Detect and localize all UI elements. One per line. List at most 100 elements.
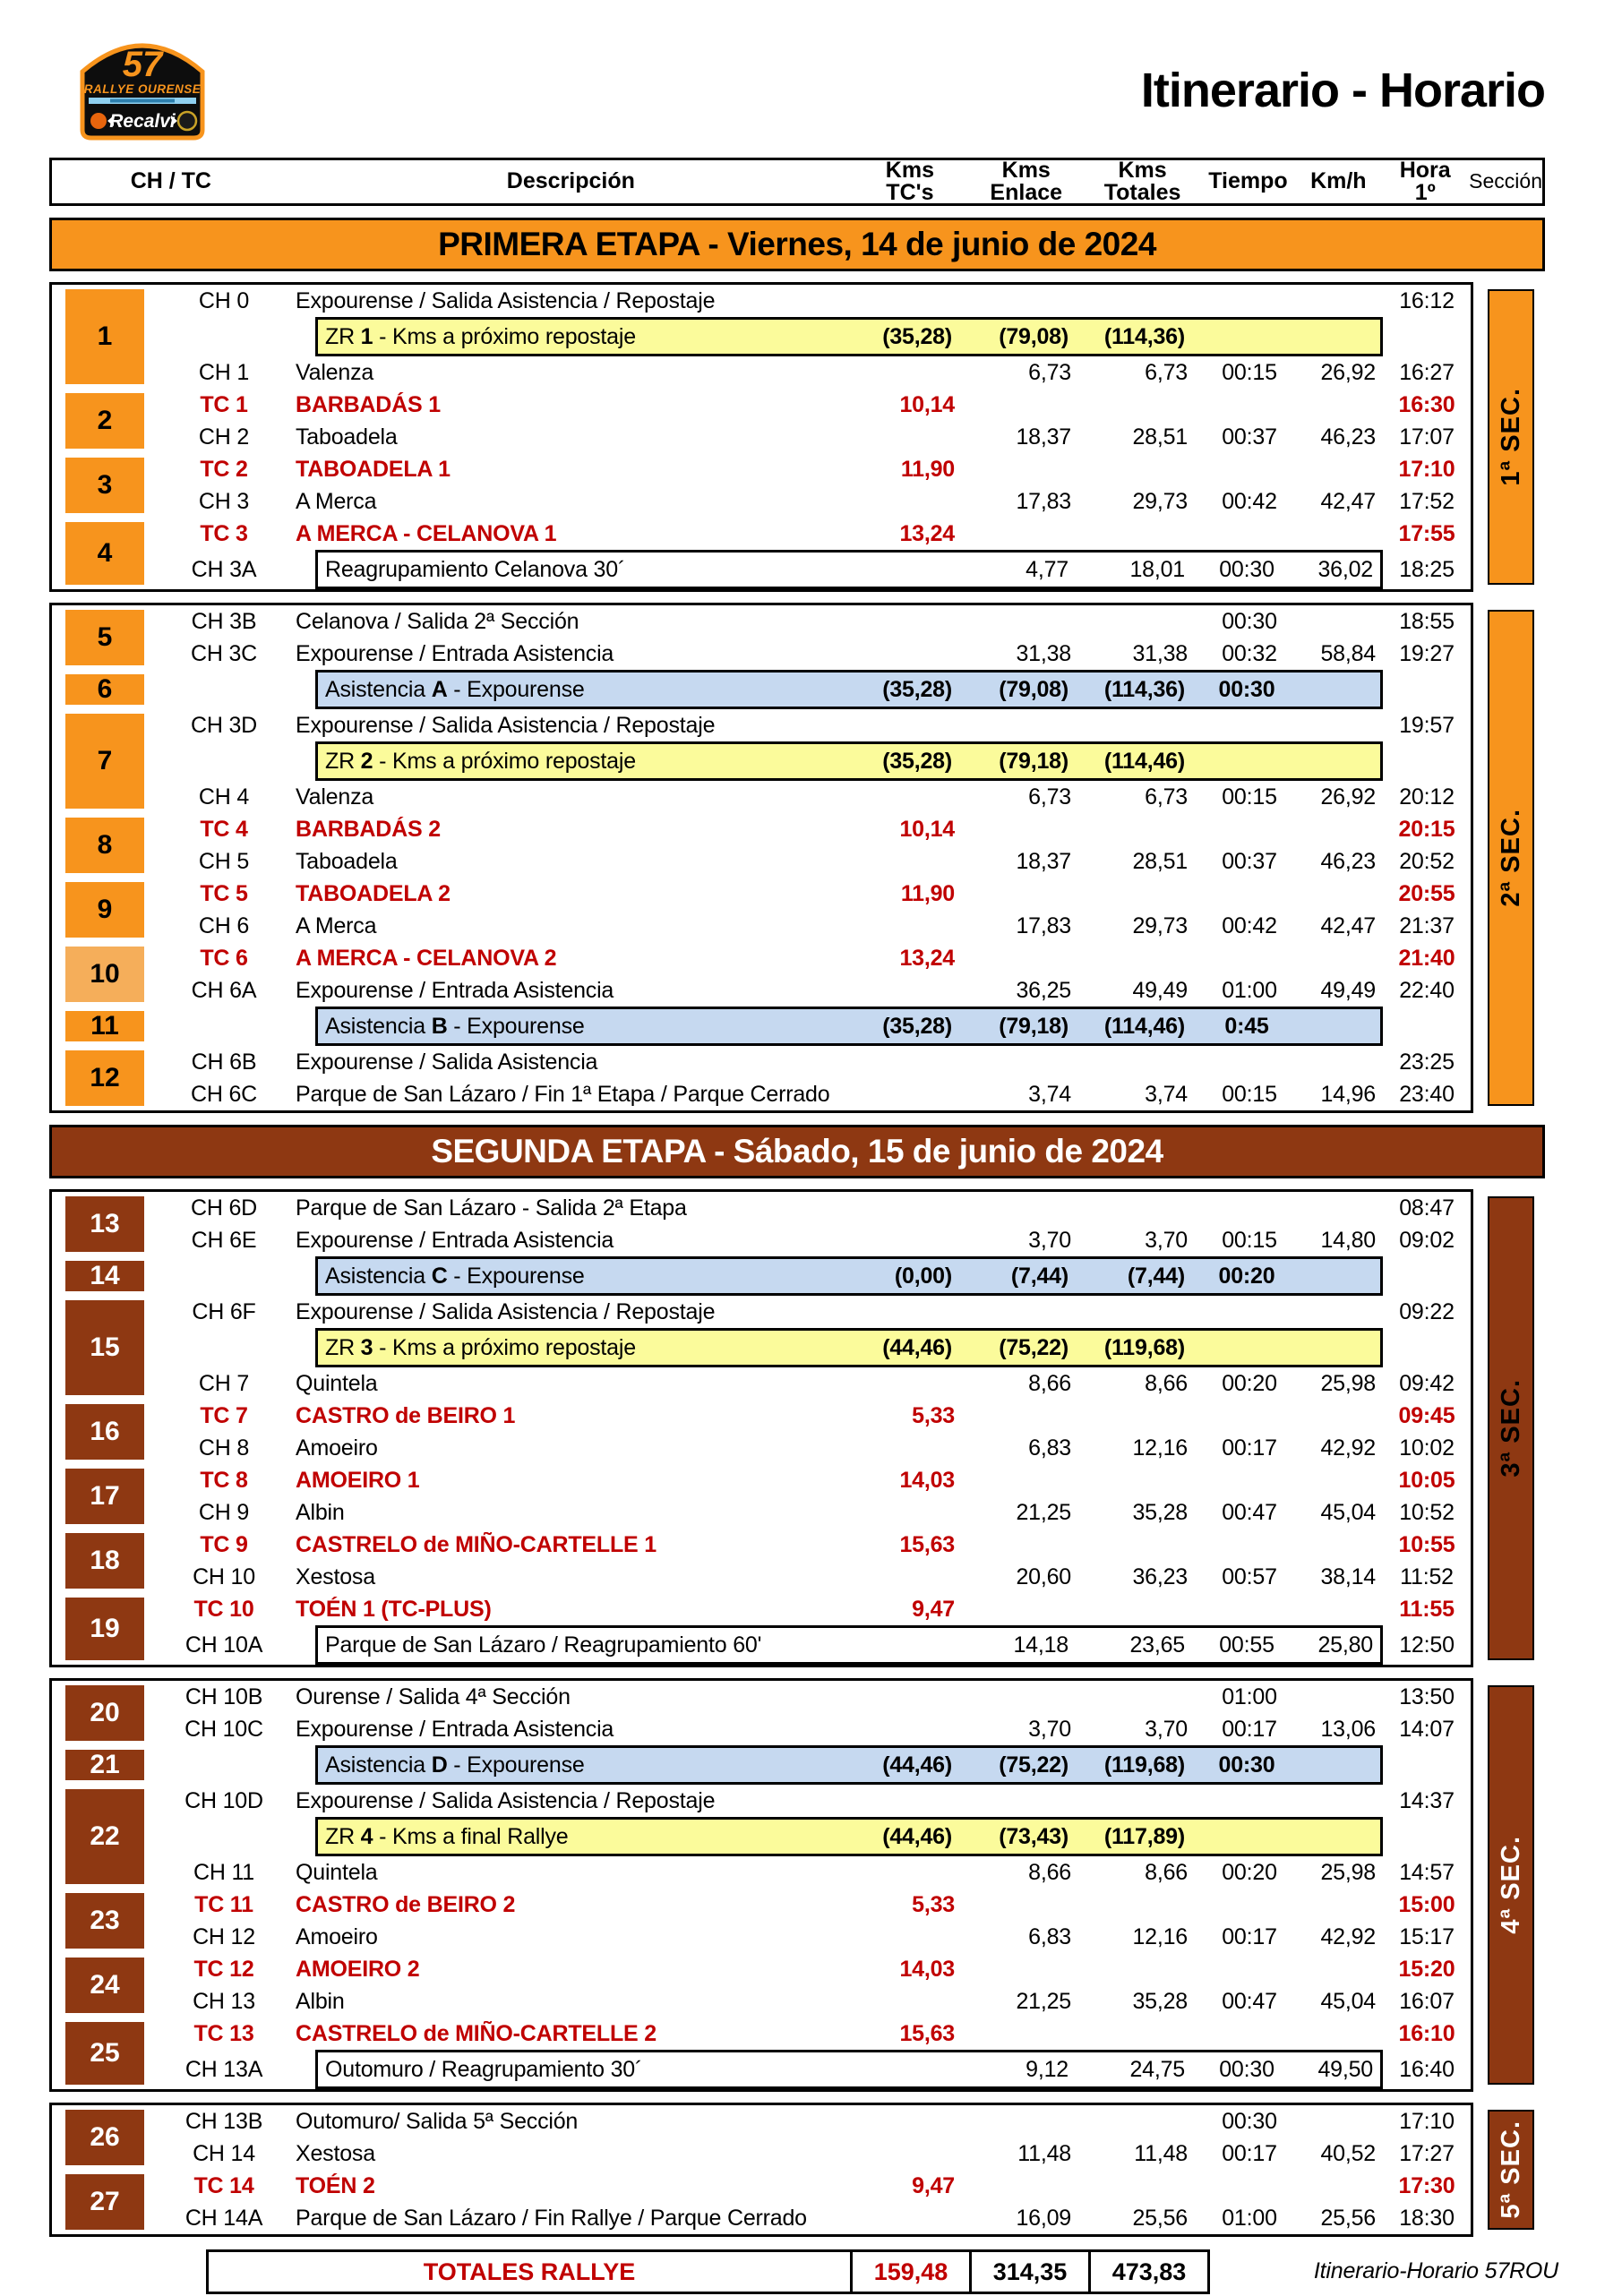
group-badge-1: 1 — [65, 289, 144, 384]
row-zr: ZR 4 - Kms a final Rallye (44,46) (73,43) (… — [158, 1817, 1471, 1856]
row-ch-6d: CH 6D Parque de San Lázaro - Salida 2ª Et… — [158, 1192, 1471, 1224]
reag-box: Parque de San Lázaro / Reagrupamiento 60… — [315, 1625, 1383, 1665]
cell-kms-tc: 14,03 — [899, 1467, 955, 1493]
row-group-11: 11 Asistencia B - Expourense (35,28) (79,18… — [52, 1007, 1471, 1046]
row-group-8: 8 TC 4 BARBADÁS 2 10,14 20:15 CH 5 Taboadela 18… — [52, 813, 1471, 878]
row-tc-11: TC 11 CASTRO de BEIRO 2 5,33 15:00 — [158, 1889, 1471, 1921]
cell-kmh: 26,92 — [1320, 359, 1376, 385]
description-text: ZR — [325, 748, 361, 774]
cell-kms-totales: 11,48 — [1134, 2140, 1188, 2166]
cell-tiempo: 0:45 — [1224, 1013, 1269, 1039]
cell-kms-tc: 5,33 — [912, 1402, 955, 1428]
badge-column: 22 — [52, 1785, 158, 1889]
cell-kms-enlace: 4,77 — [1026, 556, 1068, 582]
badge-column: 23 — [52, 1889, 158, 1953]
col-hora-1: Hora 1º — [1399, 157, 1451, 205]
row-description: Valenza — [296, 784, 374, 810]
cell-kms-tc: 5,33 — [912, 1891, 955, 1917]
section-label: 3ª SEC. — [1496, 1379, 1525, 1478]
cell-kms-totales: 49,49 — [1132, 977, 1188, 1003]
row-description: ZR 4 - Kms a final Rallye — [318, 1824, 850, 1850]
row-description: Expourense / Entrada Asistencia — [296, 1227, 614, 1253]
col-kms-totales: Kms Totales — [1103, 157, 1181, 205]
row-code: CH 3D — [190, 712, 257, 738]
row-description: CASTRO de BEIRO 2 — [296, 1891, 516, 1917]
cell-hora: 17:27 — [1399, 2140, 1455, 2166]
cell-kms-totales: (114,36) — [1103, 676, 1185, 702]
cell-kms-totales: 35,28 — [1132, 1499, 1188, 1525]
group-badge-2: 2 — [65, 393, 144, 449]
group-rows: TC 4 BARBADÁS 2 10,14 20:15 CH 5 Taboadela 18,… — [158, 813, 1471, 878]
row-code: CH 4 — [198, 784, 250, 810]
logo-sponsor: Recalvi — [109, 111, 176, 132]
cell-hora: 14:37 — [1399, 1787, 1455, 1813]
row-group-19: 19 TC 10 TOÉN 1 (TC-PLUS) 9,47 11:55 CH 10A Pa… — [52, 1593, 1471, 1665]
stage-header: PRIMERA ETAPA - Viernes, 14 de junio de … — [49, 218, 1545, 271]
cell-kms-totales: 3,70 — [1145, 1716, 1188, 1742]
cell-kms-totales: 28,51 — [1132, 848, 1188, 874]
cell-hora: 20:12 — [1399, 784, 1455, 810]
row-zr: ZR 3 - Kms a próximo repostaje (44,46) (75… — [158, 1328, 1471, 1367]
cell-kms-tc: (0,00) — [894, 1263, 952, 1289]
cell-hora: 10:52 — [1399, 1499, 1455, 1525]
description-text: - Expourense — [447, 1263, 585, 1289]
logo-sponsor-left-chevron — [107, 116, 114, 126]
row-group-21: 21 Asistencia D - Expourense (44,46) (75,22… — [52, 1745, 1471, 1785]
row-group-6: 6 Asistencia A - Expourense (35,28) (79,08)… — [52, 670, 1471, 709]
row-tc-4: TC 4 BARBADÁS 2 10,14 20:15 — [158, 813, 1471, 845]
cell-kms-totales: 12,16 — [1132, 1435, 1188, 1461]
cell-tiempo: 00:15 — [1222, 359, 1277, 385]
section-label: 1ª SEC. — [1496, 388, 1525, 486]
row-description: ZR 3 - Kms a próximo repostaje — [318, 1335, 850, 1361]
rally-plate-logo: 57 RALLYE OURENSE Recalvi — [74, 34, 210, 148]
group-badge-13: 13 — [65, 1196, 144, 1252]
cell-hora: 11:55 — [1399, 1596, 1455, 1622]
row-description: Valenza — [296, 359, 374, 385]
row-ch-3b: CH 3B Celanova / Salida 2ª Sección 00:30 18… — [158, 605, 1471, 638]
row-code: CH 12 — [193, 1923, 255, 1949]
cell-kms-tc: 9,47 — [912, 2172, 955, 2198]
row-tc-9: TC 9 CASTRELO de MIÑO-CARTELLE 1 15,63 10:5… — [158, 1529, 1471, 1561]
row-code: TC 14 — [193, 2172, 254, 2198]
row-description: Expourense / Entrada Asistencia — [296, 1716, 614, 1742]
row-description: Asistencia A - Expourense — [318, 677, 850, 703]
cell-kms-totales: 3,74 — [1145, 1081, 1188, 1107]
group-badge-22: 22 — [65, 1789, 144, 1884]
row-code: CH 10C — [185, 1716, 263, 1742]
cell-tiempo: 00:15 — [1222, 784, 1277, 810]
group-badge-7: 7 — [65, 714, 144, 809]
zr-box: ZR 4 - Kms a final Rallye (44,46) (73,43) (… — [315, 1817, 1383, 1856]
cell-kms-tc: 9,47 — [912, 1596, 955, 1622]
row-group-16: 16 TC 7 CASTRO de BEIRO 1 5,33 09:45 CH 8 Amoe… — [52, 1400, 1471, 1464]
row-description: Expourense / Entrada Asistencia — [296, 977, 614, 1003]
cell-tiempo: 01:00 — [1222, 2205, 1277, 2231]
cell-kms-totales: 25,56 — [1132, 2205, 1188, 2231]
row-description: Amoeiro — [296, 1923, 378, 1949]
row-description: Parque de San Lázaro - Salida 2ª Etapa — [296, 1195, 687, 1221]
cell-hora: 17:30 — [1398, 2172, 1455, 2198]
cell-kmh: 45,04 — [1320, 1988, 1376, 2014]
cell-kmh: 49,49 — [1320, 977, 1376, 1003]
row-ch-7: CH 7 Quintela 8,66 8,66 00:20 25,98 09:42 — [158, 1367, 1471, 1400]
row-description: CASTRELO de MIÑO-CARTELLE 2 — [296, 2020, 657, 2046]
row-description: A Merca — [296, 488, 377, 514]
logo-name: RALLYE OURENSE — [84, 82, 202, 96]
group-rows: TC 14 TOÉN 2 9,47 17:30 CH 14A Parque de San … — [158, 2170, 1471, 2234]
group-badge-24: 24 — [65, 1958, 144, 2013]
row-reag-ch-10a: CH 10A Parque de San Lázaro / Reagrupamie… — [158, 1625, 1471, 1665]
cell-hora: 22:40 — [1399, 977, 1455, 1003]
row-code: CH 3C — [190, 640, 257, 666]
cell-tiempo: 01:00 — [1222, 1683, 1277, 1709]
group-rows: TC 11 CASTRO de BEIRO 2 5,33 15:00 CH 12 Amoe… — [158, 1889, 1471, 1953]
cell-kms-tc: 13,24 — [899, 945, 955, 971]
row-code: TC 2 — [200, 456, 248, 482]
group-rows: TC 10 TOÉN 1 (TC-PLUS) 9,47 11:55 CH 10A Parq… — [158, 1593, 1471, 1665]
row-description: TOÉN 1 (TC-PLUS) — [296, 1596, 492, 1622]
cell-tiempo: 00:17 — [1222, 1716, 1277, 1742]
zr-box: ZR 1 - Kms a próximo repostaje (35,28) (79… — [315, 317, 1383, 356]
description-text: 4 — [360, 1823, 373, 1849]
row-zr: ZR 2 - Kms a próximo repostaje (35,28) (79… — [158, 741, 1471, 781]
col-chtc: CH / TC — [130, 168, 211, 194]
row-group-15: 15 CH 6F Expourense / Salida Asistencia / … — [52, 1296, 1471, 1400]
row-ch-1: CH 1 Valenza 6,73 6,73 00:15 26,92 16:27 — [158, 356, 1471, 389]
